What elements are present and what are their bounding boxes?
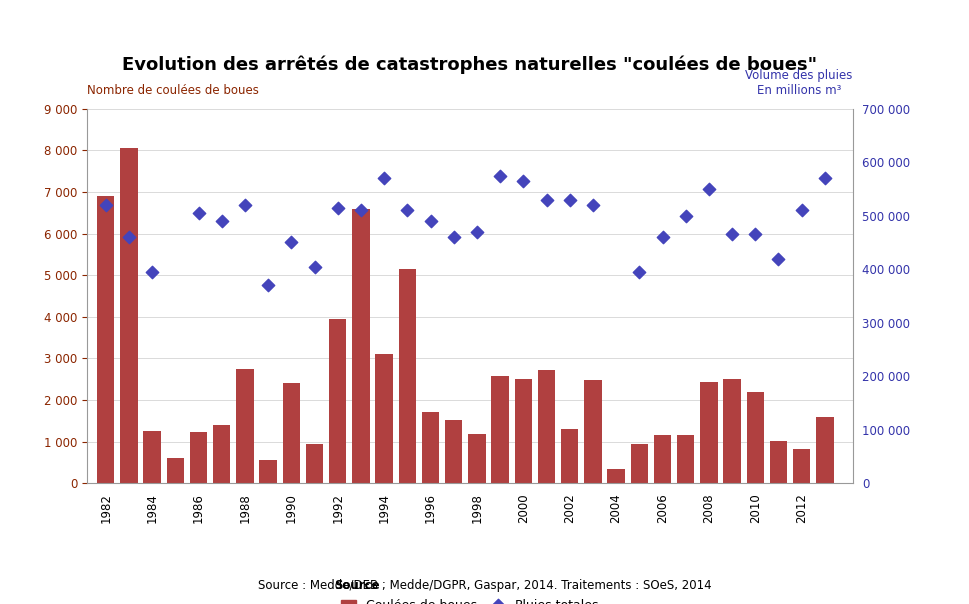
Bar	[608, 469, 625, 483]
Bar	[120, 148, 138, 483]
Legend: Coulées de boues, Pluies totales: Coulées de boues, Pluies totales	[336, 594, 604, 604]
Point	[446, 233, 461, 242]
Point	[632, 267, 647, 277]
Bar	[584, 380, 602, 483]
Bar	[793, 449, 810, 483]
Text: Volume des pluies
En millions m³: Volume des pluies En millions m³	[745, 69, 853, 97]
Bar	[375, 354, 392, 483]
Point	[237, 200, 253, 210]
Point	[98, 200, 113, 210]
Bar	[306, 444, 324, 483]
Bar	[353, 208, 369, 483]
Bar	[422, 413, 439, 483]
Bar	[329, 319, 347, 483]
Bar	[769, 441, 787, 483]
Bar	[724, 379, 740, 483]
Point	[422, 216, 438, 226]
Point	[191, 208, 206, 218]
Point	[121, 233, 137, 242]
Point	[725, 230, 740, 239]
Point	[585, 200, 601, 210]
Point	[376, 173, 391, 183]
Bar	[190, 432, 207, 483]
Bar	[445, 420, 462, 483]
Bar	[631, 444, 648, 483]
Bar	[816, 417, 833, 483]
Title: Evolution des arrêtés de catastrophes naturelles "coulées de boues": Evolution des arrêtés de catastrophes na…	[122, 56, 818, 74]
Bar	[283, 382, 300, 483]
Point	[539, 195, 554, 205]
Text: Nombre de coulées de boues: Nombre de coulées de boues	[87, 85, 259, 97]
Point	[794, 205, 809, 215]
Point	[678, 211, 694, 220]
Bar	[468, 434, 485, 483]
Text: Source : Medde/DEB ; Medde/DGPR, Gaspar, 2014. Traitements : SOeS, 2014: Source : Medde/DEB ; Medde/DGPR, Gaspar,…	[258, 579, 711, 592]
Point	[492, 171, 508, 181]
Bar	[654, 435, 672, 483]
Bar	[677, 434, 695, 483]
Bar	[167, 458, 184, 483]
Bar	[143, 431, 161, 483]
Point	[562, 195, 578, 205]
Bar	[236, 369, 254, 483]
Bar	[538, 370, 555, 483]
Bar	[701, 382, 718, 483]
Bar	[561, 429, 578, 483]
Bar	[491, 376, 509, 483]
Point	[144, 267, 160, 277]
Bar	[746, 393, 764, 483]
Point	[330, 203, 346, 213]
Point	[399, 205, 415, 215]
Point	[655, 233, 671, 242]
Point	[307, 262, 323, 271]
Point	[353, 205, 368, 215]
Point	[284, 237, 299, 247]
Point	[770, 254, 786, 263]
Bar	[515, 379, 532, 483]
Point	[747, 230, 763, 239]
Point	[702, 184, 717, 194]
Point	[469, 227, 484, 237]
Point	[817, 173, 832, 183]
Bar	[213, 425, 231, 483]
Point	[516, 176, 531, 186]
Point	[214, 216, 230, 226]
Point	[261, 280, 276, 290]
Bar	[398, 269, 416, 483]
Bar	[97, 196, 114, 483]
Text: Source: Source	[334, 579, 380, 592]
Bar	[260, 460, 277, 483]
